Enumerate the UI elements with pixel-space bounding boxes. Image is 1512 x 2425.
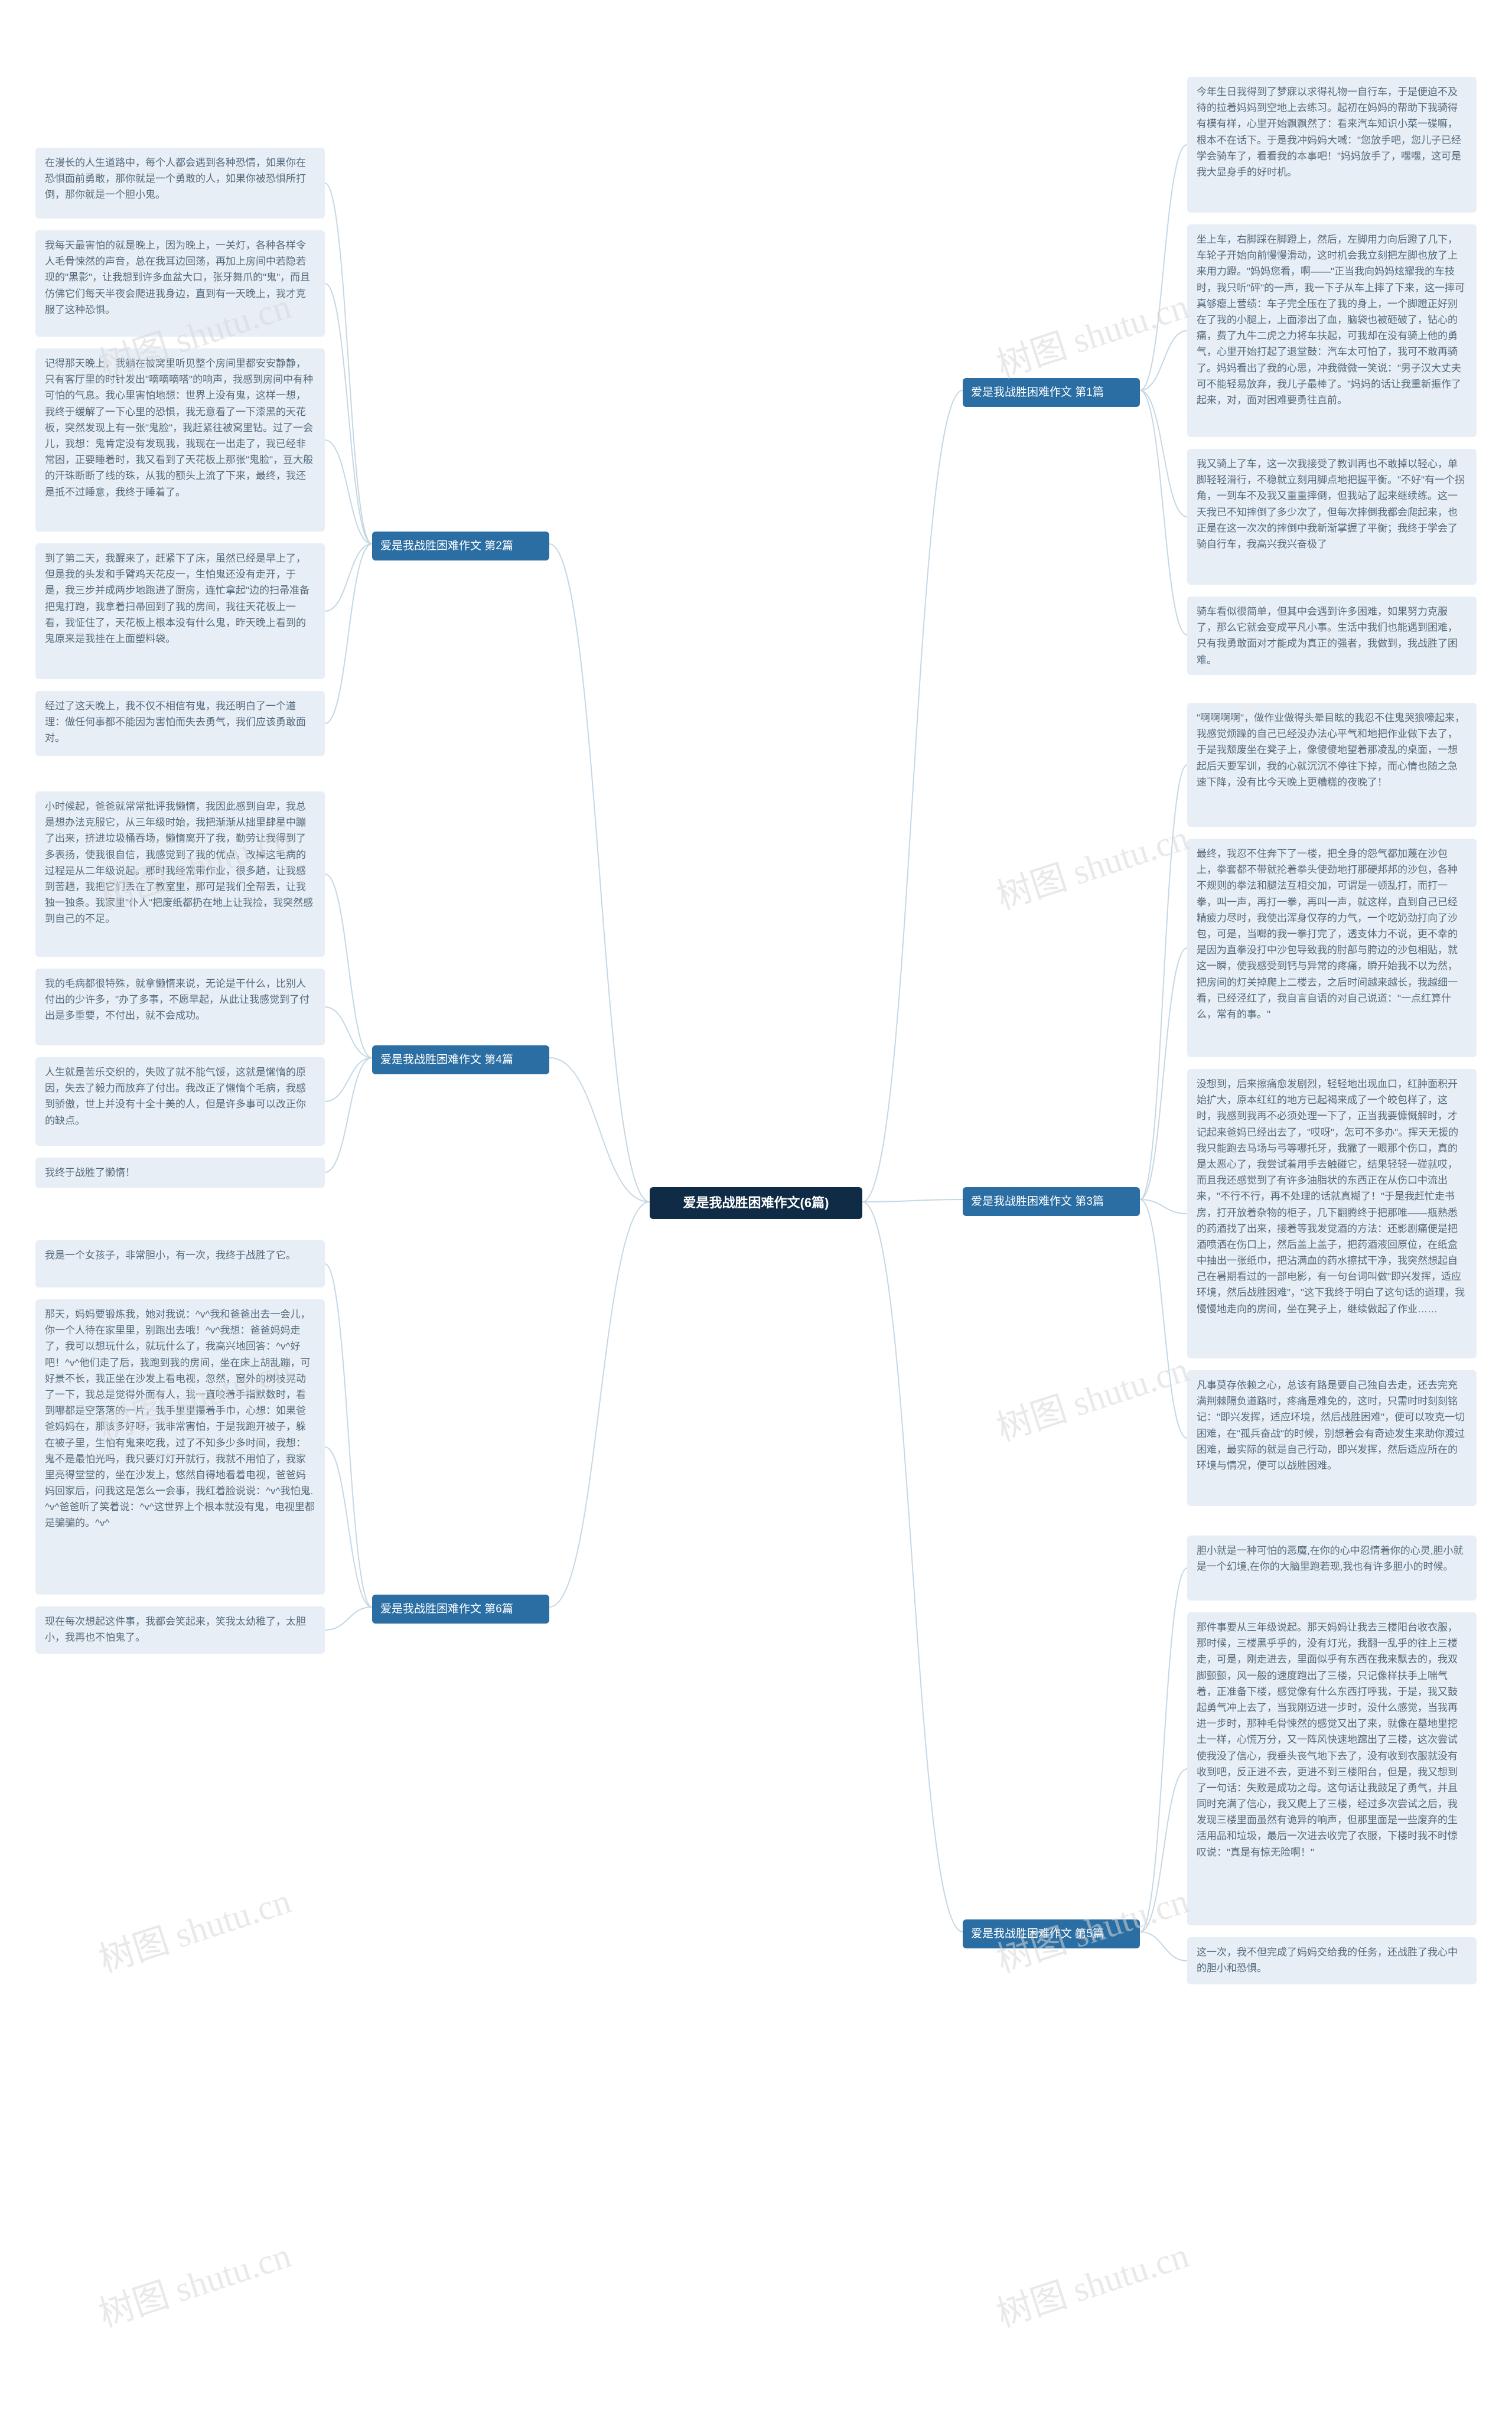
leaf-b4-2: 人生就是苦乐交织的，失败了就不能气馁，这就是懒惰的原因，失去了毅力而放弃了付出。…: [35, 1057, 325, 1146]
watermark: 树图 shutu.cn: [989, 278, 1194, 388]
leaf-b4-0: 小时候起，爸爸就常常批评我懒惰，我因此感到自卑，我总是想办法克服它，从三年级时始…: [35, 791, 325, 957]
leaf-b2-3: 到了第二天，我醒来了，赶紧下了床，虽然已经是早上了，但是我的头发和手臂鸡天花皮一…: [35, 543, 325, 679]
leaf-b1-0: 今年生日我得到了梦寐以求得礼物一自行车，于是便迫不及待的拉着妈妈到空地上去练习。…: [1187, 77, 1477, 213]
leaf-b2-0: 在漫长的人生道路中，每个人都会遇到各种恐情，如果你在恐惧面前勇敢，那你就是一个勇…: [35, 148, 325, 219]
leaf-b2-1: 我每天最害怕的就是晚上，因为晚上，一关灯，各种各样令人毛骨悚然的声音，总在我耳边…: [35, 230, 325, 337]
leaf-b5-1: 那件事要从三年级说起。那天妈妈让我去三楼阳台收衣服，那时候，三楼黑乎乎的，没有灯…: [1187, 1612, 1477, 1925]
branch-node-b4: 爱是我战胜困难作文 第4篇: [372, 1045, 549, 1074]
watermark: 树图 shutu.cn: [989, 2227, 1194, 2337]
leaf-b6-1: 那天，妈妈要锻炼我，她对我说：^v^我和爸爸出去一会儿，你一个人待在家里里，别跑…: [35, 1299, 325, 1595]
leaf-b1-3: 骑车看似很简单，但其中会遇到许多困难，如果努力克服了，那么它就会变成平凡小事。生…: [1187, 597, 1477, 675]
leaf-b3-2: 没想到，后来擦痛愈发剧烈，轻轻地出现血口，红肿面积开始扩大，原本红红的地方已起褐…: [1187, 1069, 1477, 1358]
leaf-b1-2: 我又骑上了车，这一次我接受了教训再也不敢掉以轻心，单脚轻轻滑行，不稳就立刻用脚点…: [1187, 449, 1477, 585]
branch-node-b6: 爱是我战胜困难作文 第6篇: [372, 1595, 549, 1624]
leaf-b3-1: 最终，我忍不住奔下了一楼，把全身的怨气都加蔑在沙包上，拳套都不带就抡着拳头使劲地…: [1187, 839, 1477, 1057]
branch-node-b2: 爱是我战胜困难作文 第2篇: [372, 532, 549, 560]
leaf-b2-2: 记得那天晚上，我躺在被窝里听见整个房间里都安安静静，只有客厅里的时针发出"嘀嘀嘀…: [35, 348, 325, 532]
leaf-b4-1: 我的毛病都很特殊，就拿懒惰来说，无论是干什么，比别人付出的少许多，"办了多事，不…: [35, 969, 325, 1045]
branch-node-b5: 爱是我战胜困难作文 第5篇: [963, 1919, 1140, 1948]
leaf-b2-4: 经过了这天晚上，我不仅不相信有鬼，我还明白了一个道理：做任何事都不能因为害怕而失…: [35, 691, 325, 756]
watermark: 树图 shutu.cn: [92, 1872, 296, 1983]
branch-node-b3: 爱是我战胜困难作文 第3篇: [963, 1187, 1140, 1216]
watermark: 树图 shutu.cn: [989, 1341, 1194, 1451]
leaf-b3-3: 凡事莫存依赖之心，总该有路是要自己独自去走，还去完充满荆棘隔负道路时，疼痛是难免…: [1187, 1370, 1477, 1506]
watermark: 树图 shutu.cn: [92, 2227, 296, 2337]
leaf-b5-2: 这一次，我不但完成了妈妈交给我的任务，还战胜了我心中的胆小和恐惧。: [1187, 1937, 1477, 1984]
leaf-b1-1: 坐上车，右脚踩在脚蹬上，然后，左脚用力向后蹬了几下，车轮子开始向前慢慢滑动，这时…: [1187, 224, 1477, 437]
branch-node-b1: 爱是我战胜困难作文 第1篇: [963, 378, 1140, 407]
leaf-b3-0: "啊啊啊啊"，做作业做得头晕目眩的我忍不住鬼哭狼嚎起来，我感觉烦躁的自己已经没办…: [1187, 703, 1477, 827]
leaf-b4-3: 我终于战胜了懒惰！: [35, 1158, 325, 1188]
center-node: 爱是我战胜困难作文(6篇): [650, 1187, 862, 1219]
leaf-b5-0: 胆小就是一种可怕的恶魔,在你的心中忍情着你的心灵,胆小就是一个幻境,在你的大脑里…: [1187, 1536, 1477, 1601]
watermark: 树图 shutu.cn: [989, 809, 1194, 920]
leaf-b6-2: 现在每次想起这件事，我都会笑起来，笑我太幼稚了，太胆小，我再也不怕鬼了。: [35, 1606, 325, 1654]
leaf-b6-0: 我是一个女孩子，非常胆小，有一次，我终于战胜了它。: [35, 1240, 325, 1288]
